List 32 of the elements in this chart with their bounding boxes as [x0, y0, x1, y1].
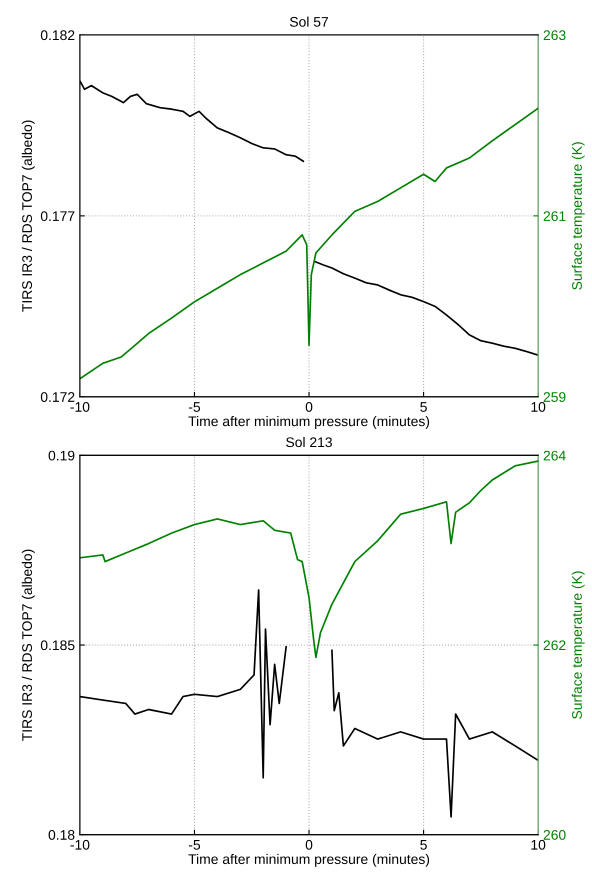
y2-axis-title: Surface temperature (K): [572, 142, 585, 290]
x-tick-label: 10: [531, 402, 546, 412]
x-axis-title: Time after minimum pressure (minutes): [188, 416, 430, 429]
x-tick-label: 0: [306, 402, 312, 412]
y2-tick-label: 259: [544, 392, 566, 402]
x-tick-label: -5: [188, 840, 200, 850]
y-tick-label: 0.172: [40, 392, 74, 402]
y2-tick-label: 260: [544, 830, 566, 840]
y-axis-title: TIRS IR3 / RDS TOP7 (albedo): [22, 550, 35, 741]
chart-title: Sol 213: [286, 436, 332, 448]
x-tick-label: -10: [70, 840, 90, 850]
line-series: [80, 460, 538, 658]
y-tick-label: 0.18: [48, 830, 74, 840]
y-tick-label: 0.185: [40, 640, 74, 650]
x-axis-title: Time after minimum pressure (minutes): [188, 854, 430, 867]
x-tick-label: -5: [188, 402, 200, 412]
y2-tick-label: 264: [544, 450, 566, 461]
x-tick-label: 10: [531, 840, 546, 850]
y-axis-title: TIRS IR3 / RDS TOP7 (albedo): [22, 120, 35, 312]
y-tick-label: 0.19: [48, 450, 74, 461]
y-tick-label: 0.182: [40, 30, 74, 40]
line-series: [80, 107, 538, 380]
x-tick-label: 0: [306, 840, 312, 850]
x-tick-label: 5: [420, 840, 427, 850]
y2-tick-label: 261: [544, 211, 566, 222]
chart-title: Sol 57: [290, 16, 328, 27]
y-tick-label: 0.177: [40, 211, 74, 222]
y2-tick-label: 262: [544, 640, 566, 650]
x-tick-label: -10: [70, 402, 90, 412]
y2-tick-label: 263: [544, 30, 566, 40]
y2-axis-title: Surface temperature (K): [572, 571, 585, 719]
x-tick-label: 5: [420, 402, 427, 412]
